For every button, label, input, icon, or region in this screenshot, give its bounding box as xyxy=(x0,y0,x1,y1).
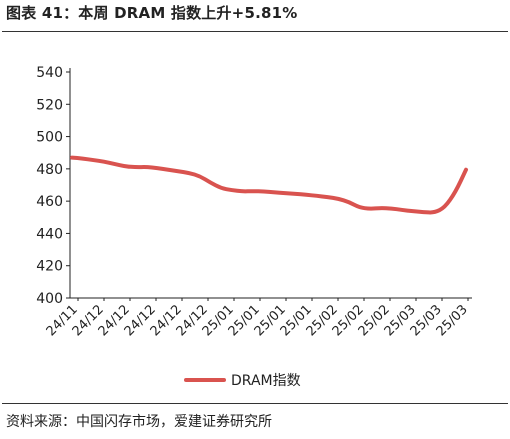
y-tick-label: 480 xyxy=(36,162,63,178)
top-rule xyxy=(2,31,508,32)
y-tick-label: 440 xyxy=(36,226,63,242)
bottom-rule xyxy=(2,403,508,404)
x-axis-ticks: 24/1124/1224/1224/1224/1224/1225/0125/01… xyxy=(44,298,471,339)
y-tick-label: 520 xyxy=(36,97,63,113)
y-axis-ticks: 400 420 440 460 480 500 520 540 xyxy=(36,65,70,307)
y-tick-label: 400 xyxy=(36,291,63,307)
axes xyxy=(69,68,472,299)
chart-title: 图表 41：本周 DRAM 指数上升+5.81% xyxy=(6,4,298,22)
series-line-dram xyxy=(70,155,468,215)
legend: DRAM指数 xyxy=(184,373,301,389)
y-tick-label: 420 xyxy=(36,259,63,275)
dram-index-chart: 400 420 440 460 480 500 520 540 24/1124/1224/12… xyxy=(36,65,472,389)
series-layer xyxy=(70,155,468,215)
y-tick-label: 540 xyxy=(36,65,63,81)
y-tick-label: 500 xyxy=(36,130,63,146)
source-note: 资料来源：中国闪存市场，爱建证券研究所 xyxy=(6,414,272,430)
y-tick-label: 460 xyxy=(36,194,63,210)
legend-label: DRAM指数 xyxy=(231,373,301,389)
